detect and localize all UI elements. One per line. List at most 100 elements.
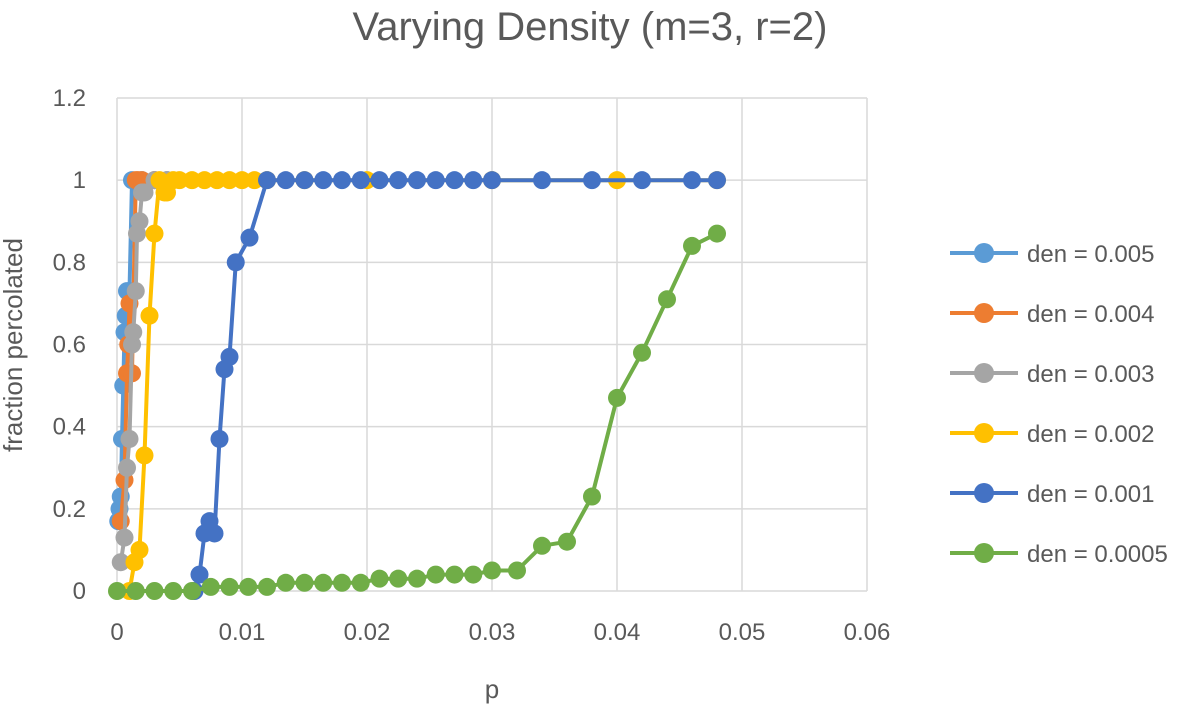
data-point (389, 171, 408, 190)
data-point (164, 582, 183, 600)
data-point (533, 171, 551, 190)
data-point (608, 388, 626, 407)
data-point (210, 429, 229, 448)
data-point (190, 565, 209, 584)
legend-marker (974, 543, 994, 563)
data-point (276, 573, 295, 592)
x-axis-label: p (485, 674, 499, 704)
legend-entry: den = 0.005 (950, 241, 1154, 268)
data-point (201, 577, 220, 596)
x-tick-label: 0 (110, 619, 123, 646)
data-point (239, 577, 258, 596)
data-point (408, 569, 426, 588)
data-point (464, 171, 483, 190)
data-point (130, 212, 149, 231)
y-axis-ticks: 0 0.2 0.4 0.6 0.8 1 1.2 (53, 85, 86, 605)
data-point (658, 290, 676, 309)
x-tick-label: 0.02 (344, 619, 391, 646)
legend-marker (974, 303, 994, 323)
data-point (683, 171, 701, 190)
y-tick-label: 0.8 (53, 249, 86, 276)
data-point (445, 565, 464, 584)
y-axis-label: fraction percolated (0, 238, 28, 452)
y-tick-label: 0.6 (53, 332, 86, 359)
data-point (426, 171, 445, 190)
legend-entry: den = 0.001 (950, 481, 1154, 508)
data-point (483, 171, 501, 190)
series-4 (185, 171, 726, 600)
legend-marker (974, 243, 994, 263)
data-point (240, 228, 259, 247)
data-point (111, 553, 130, 572)
legend-entry: den = 0.0005 (950, 541, 1168, 568)
legend-label: den = 0.005 (1027, 241, 1154, 268)
data-point (108, 582, 126, 600)
data-point (130, 540, 149, 559)
data-point (351, 573, 370, 592)
legend-marker (974, 423, 994, 443)
data-point (145, 224, 164, 243)
legend-marker (974, 483, 994, 503)
data-point (708, 171, 726, 190)
data-point (633, 171, 651, 190)
data-point (351, 171, 370, 190)
data-point (220, 347, 239, 366)
legend-marker (974, 363, 994, 383)
chart-title: Varying Density (m=3, r=2) (353, 5, 828, 49)
x-tick-label: 0.03 (469, 619, 516, 646)
data-point (126, 282, 145, 301)
data-point (195, 171, 214, 190)
y-tick-label: 1.2 (53, 85, 86, 112)
x-tick-label: 0.05 (719, 619, 766, 646)
x-tick-label: 0.01 (219, 619, 266, 646)
y-tick-label: 1 (73, 167, 86, 194)
x-axis-ticks: 0 0.01 0.02 0.03 0.04 0.05 0.06 (110, 619, 890, 646)
legend-entry: den = 0.002 (950, 421, 1154, 448)
data-point (135, 446, 154, 465)
data-point (220, 577, 239, 596)
x-tick-label: 0.04 (594, 619, 641, 646)
data-point (126, 582, 145, 600)
y-tick-label: 0.2 (53, 496, 86, 523)
data-point (245, 171, 264, 190)
data-point (633, 343, 651, 362)
data-point (370, 171, 389, 190)
legend-label: den = 0.0005 (1027, 541, 1168, 568)
data-point (583, 171, 601, 190)
data-point (533, 536, 551, 555)
data-point (708, 224, 726, 243)
data-point (258, 171, 276, 190)
data-point (333, 573, 351, 592)
legend: den = 0.005 den = 0.004 den = 0.003 den = 0… (950, 241, 1168, 568)
legend-label: den = 0.001 (1027, 481, 1154, 508)
series-line (192, 178, 717, 592)
data-point (205, 524, 224, 543)
data-point (295, 573, 314, 592)
data-point (464, 565, 483, 584)
data-point (135, 183, 154, 202)
legend-label: den = 0.004 (1027, 301, 1154, 328)
data-point (115, 528, 134, 547)
data-point (226, 253, 245, 272)
plot-series (108, 171, 726, 600)
legend-label: den = 0.003 (1027, 361, 1154, 388)
data-point (120, 429, 139, 448)
data-point (426, 565, 445, 584)
data-point (389, 569, 408, 588)
series-5 (108, 224, 726, 600)
data-point (445, 171, 464, 190)
data-point (370, 569, 389, 588)
data-point (295, 171, 314, 190)
data-point (208, 171, 226, 190)
data-point (145, 582, 164, 600)
data-point (408, 171, 426, 190)
legend-entry: den = 0.003 (950, 361, 1154, 388)
data-point (333, 171, 351, 190)
data-point (183, 582, 201, 600)
data-point (583, 487, 601, 506)
data-point (314, 573, 333, 592)
data-point (233, 171, 251, 190)
data-point (170, 171, 189, 190)
